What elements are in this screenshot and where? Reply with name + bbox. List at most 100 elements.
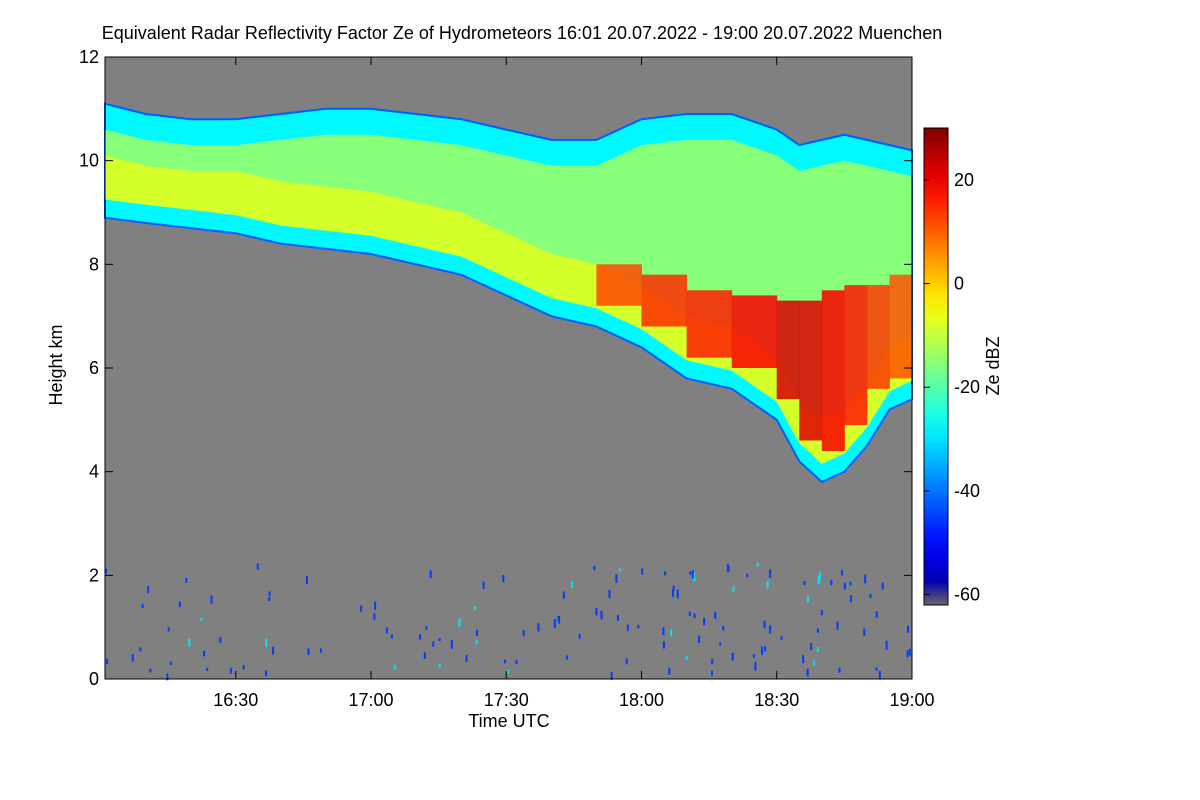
clutter-speck bbox=[875, 611, 878, 618]
clutter-speck bbox=[752, 654, 755, 658]
x-tick-label: 17:00 bbox=[348, 690, 393, 710]
clutter-speck bbox=[761, 646, 763, 655]
clutter-speck bbox=[562, 591, 565, 599]
clutter-speck bbox=[849, 581, 852, 586]
echo-core-column bbox=[776, 300, 800, 400]
echo-core-column bbox=[866, 285, 890, 389]
clutter-speck bbox=[691, 570, 694, 579]
clutter-speck bbox=[465, 654, 468, 662]
clutter-speck bbox=[693, 573, 696, 582]
clutter-speck bbox=[780, 635, 783, 640]
clutter-speck bbox=[817, 575, 820, 585]
clutter-speck bbox=[756, 562, 759, 567]
clutter-speck bbox=[818, 572, 821, 581]
clutter-speck bbox=[432, 641, 435, 647]
clutter-speck bbox=[482, 581, 485, 590]
x-axis-label: Time UTC bbox=[468, 711, 549, 731]
clutter-speck bbox=[619, 568, 621, 572]
clutter-speck bbox=[806, 668, 809, 677]
clutter-speck bbox=[878, 670, 881, 679]
clutter-speck bbox=[438, 638, 441, 642]
ground-clutter bbox=[105, 562, 911, 681]
clutter-speck bbox=[131, 654, 134, 662]
clutter-speck bbox=[268, 596, 271, 602]
echo-layer bbox=[104, 102, 913, 484]
clutter-speck bbox=[689, 571, 692, 575]
clutter-speck bbox=[843, 582, 846, 590]
x-tick-label: 16:30 bbox=[213, 690, 258, 710]
clutter-speck bbox=[711, 670, 713, 676]
clutter-speck bbox=[869, 594, 872, 599]
clutter-speck bbox=[670, 629, 673, 637]
clutter-speck bbox=[522, 630, 525, 637]
clutter-speck bbox=[423, 652, 426, 659]
clutter-speck bbox=[863, 628, 866, 636]
echo-core-column bbox=[731, 295, 778, 368]
clutter-speck bbox=[438, 663, 441, 668]
clutter-speck bbox=[319, 648, 322, 653]
echo-core-column bbox=[799, 300, 823, 441]
clutter-speck bbox=[626, 624, 629, 631]
clutter-speck bbox=[875, 667, 878, 671]
clutter-speck bbox=[807, 596, 810, 603]
clutter-speck bbox=[641, 568, 644, 575]
clutter-speck bbox=[816, 628, 819, 633]
clutter-speck bbox=[838, 667, 841, 673]
clutter-speck bbox=[578, 633, 581, 639]
clutter-speck bbox=[719, 642, 722, 646]
x-tick-label: 18:00 bbox=[619, 690, 664, 710]
clutter-speck bbox=[625, 658, 628, 665]
colorbar-label: Ze dBZ bbox=[983, 336, 1003, 395]
clutter-speck bbox=[139, 647, 142, 652]
clutter-speck bbox=[881, 582, 884, 590]
clutter-speck bbox=[850, 595, 852, 603]
clutter-speck bbox=[672, 585, 675, 591]
clutter-speck bbox=[864, 574, 867, 584]
clutter-speck bbox=[229, 667, 232, 674]
clutter-speck bbox=[200, 618, 203, 622]
clutter-speck bbox=[830, 580, 833, 586]
clutter-speck bbox=[169, 661, 172, 666]
clutter-speck bbox=[178, 601, 181, 607]
clutter-speck bbox=[676, 589, 679, 599]
clutter-speck bbox=[185, 578, 188, 583]
colorbar-tick-label: 20 bbox=[954, 170, 974, 190]
clutter-speck bbox=[571, 581, 574, 588]
clutter-speck bbox=[265, 670, 267, 677]
echo-core-column bbox=[641, 274, 688, 327]
clutter-speck bbox=[769, 625, 772, 634]
clutter-speck bbox=[473, 606, 476, 611]
clutter-speck bbox=[558, 616, 561, 624]
clutter-speck bbox=[637, 624, 640, 629]
clutter-speck bbox=[504, 659, 506, 664]
clutter-speck bbox=[502, 575, 505, 583]
clutter-speck bbox=[711, 659, 714, 665]
clutter-speck bbox=[206, 667, 209, 671]
clutter-speck bbox=[908, 648, 911, 656]
clutter-speck bbox=[425, 626, 428, 630]
clutter-speck bbox=[265, 638, 268, 648]
clutter-speck bbox=[732, 586, 735, 593]
echo-core-column bbox=[889, 274, 913, 379]
y-tick-label: 8 bbox=[89, 254, 99, 274]
clutter-speck bbox=[616, 614, 619, 621]
y-tick-label: 12 bbox=[79, 47, 99, 67]
clutter-speck bbox=[537, 623, 540, 632]
colorbar-gradient bbox=[924, 128, 948, 605]
clutter-speck bbox=[803, 581, 806, 586]
clutter-speck bbox=[374, 601, 377, 610]
y-axis: 0 2 4 6 8 10 12 bbox=[79, 47, 912, 689]
clutter-speck bbox=[662, 627, 665, 636]
clutter-speck bbox=[307, 648, 310, 656]
clutter-speck bbox=[813, 660, 815, 666]
clutter-speck bbox=[836, 621, 839, 630]
clutter-speck bbox=[360, 605, 363, 612]
clutter-speck bbox=[608, 589, 611, 599]
clutter-speck bbox=[166, 673, 169, 681]
clutter-speck bbox=[668, 667, 671, 675]
clutter-speck bbox=[769, 569, 772, 578]
clutter-speck bbox=[754, 661, 757, 671]
clutter-speck bbox=[219, 637, 222, 643]
clutter-speck bbox=[272, 646, 275, 655]
clutter-speck bbox=[698, 635, 701, 643]
